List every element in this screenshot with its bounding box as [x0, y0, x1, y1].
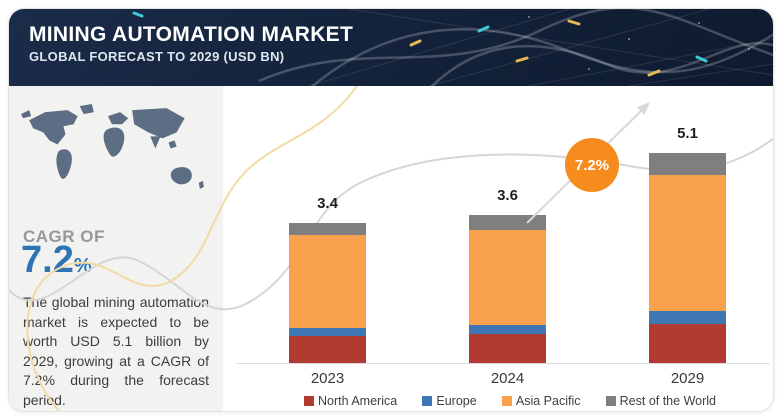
bar-segment-europe	[469, 325, 546, 335]
stacked-bar-2023	[289, 222, 366, 363]
page-subtitle: GLOBAL FORECAST TO 2029 (USD BN)	[29, 49, 285, 64]
bar-total-label-2023: 3.4	[317, 194, 338, 212]
bar-segment-rest-of-the-world	[649, 152, 726, 175]
x-axis-label-2023: 2023	[310, 370, 345, 387]
growth-badge: 7.2%	[565, 138, 619, 192]
legend-item-asia-pacific: Asia Pacific	[501, 394, 581, 408]
bar-chart: 7.2% 3.4 2023 3.6 2024 5.1 2029 North America…	[9, 9, 773, 411]
legend-item-europe: Europe	[422, 394, 477, 408]
bar-segment-north-america	[649, 323, 726, 363]
bar-segment-asia-pacific	[289, 235, 366, 328]
network-decoration-icon	[132, 9, 773, 86]
legend-label-europe: Europe	[436, 394, 477, 408]
legend-item-north-america: North America	[304, 394, 397, 408]
bar-segment-europe	[649, 310, 726, 324]
x-axis-line	[236, 363, 770, 364]
legend-label-rest-of-the-world: Rest of the World	[619, 394, 716, 408]
header-banner: MINING AUTOMATION MARKET GLOBAL FORECAST…	[9, 9, 773, 86]
infographic-card: MINING AUTOMATION MARKET GLOBAL FORECAST…	[8, 8, 774, 412]
legend-item-rest-of-the-world: Rest of the World	[605, 394, 716, 408]
bar-segment-asia-pacific	[649, 174, 726, 311]
stacked-bar-2029	[649, 152, 726, 363]
legend-swatch-north-america	[304, 396, 314, 406]
legend-swatch-europe	[422, 396, 433, 406]
legend-label-asia-pacific: Asia Pacific	[515, 394, 581, 408]
bar-segment-rest-of-the-world	[289, 222, 366, 236]
bar-segment-asia-pacific	[469, 230, 546, 326]
legend-swatch-rest-of-the-world	[605, 396, 616, 406]
bar-segment-rest-of-the-world	[469, 214, 546, 231]
bar-total-label-2029: 5.1	[677, 124, 698, 142]
legend-label-north-america: North America	[318, 394, 398, 408]
legend-swatch-asia-pacific	[501, 396, 512, 406]
bar-segment-europe	[289, 328, 366, 337]
x-axis-label-2024: 2024	[490, 370, 525, 387]
bar-segment-north-america	[469, 334, 546, 363]
page-title: MINING AUTOMATION MARKET	[29, 23, 354, 46]
x-axis-label-2029: 2029	[670, 370, 705, 387]
stacked-bar-2024	[469, 214, 546, 363]
bar-total-label-2024: 3.6	[497, 186, 518, 204]
chart-legend: North America Europe Asia Pacific Rest of t…	[304, 394, 716, 408]
bar-segment-north-america	[289, 336, 366, 363]
